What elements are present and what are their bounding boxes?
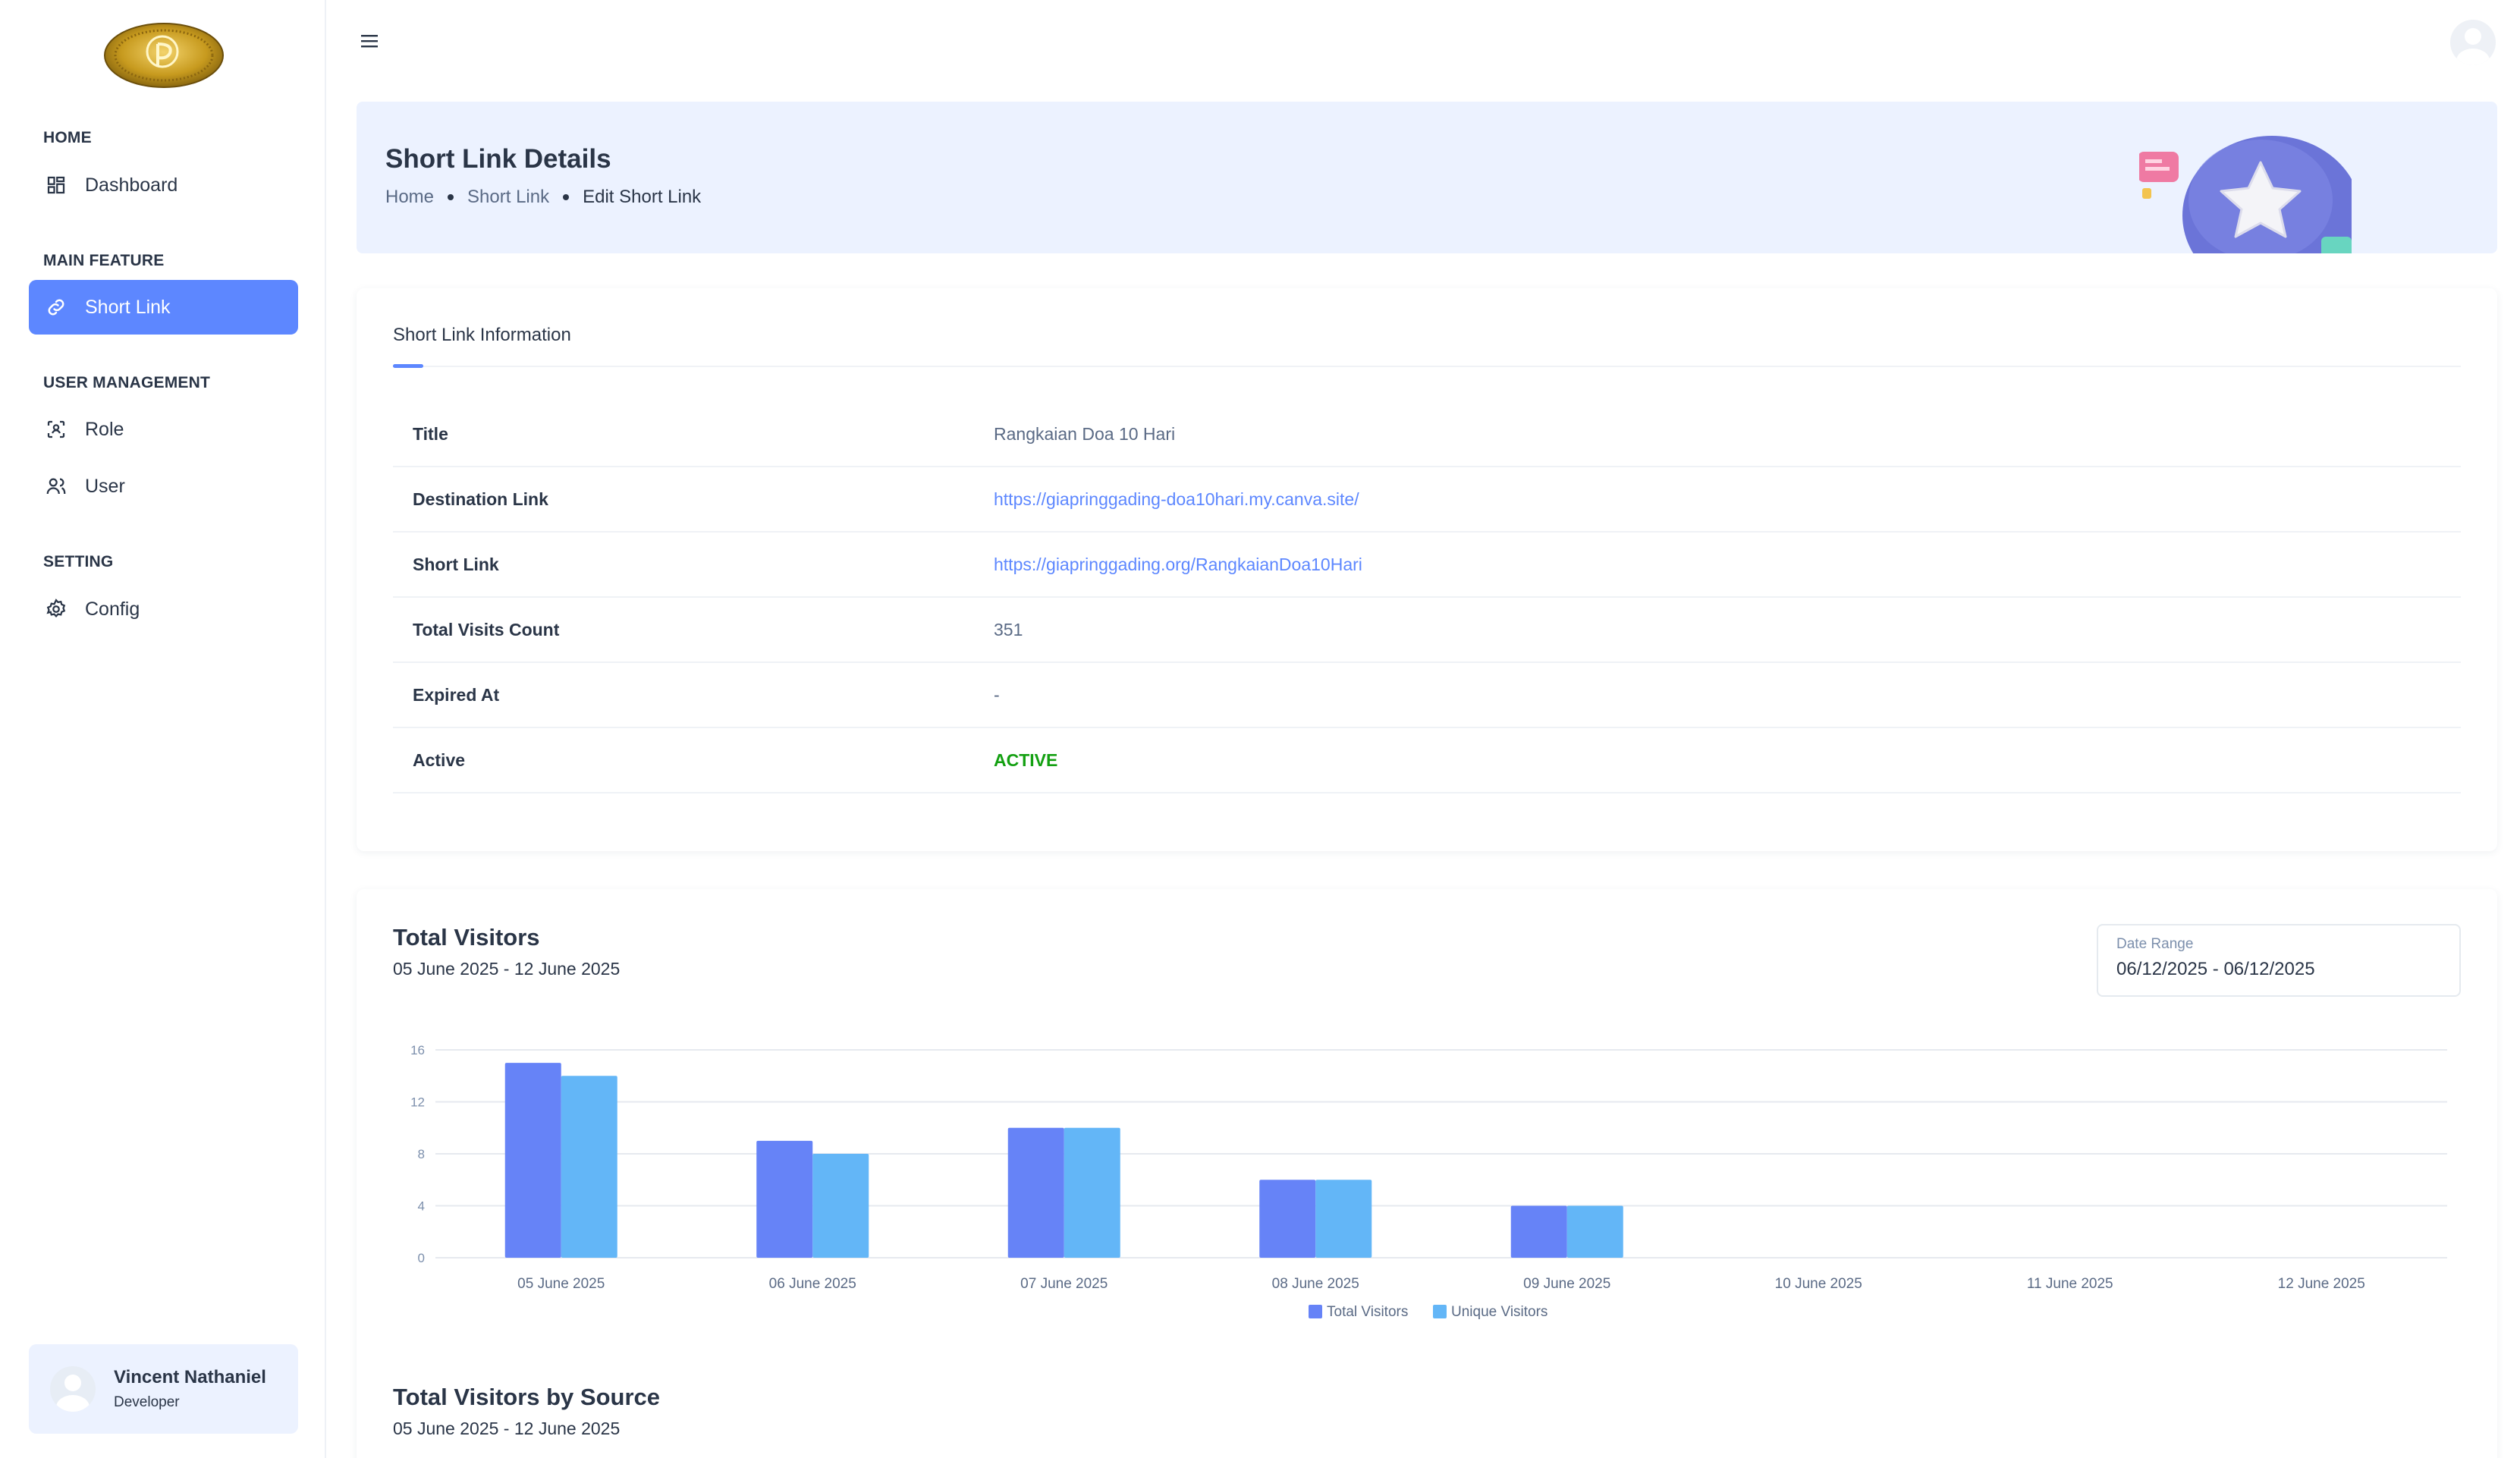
x-tick-label: 05 June 2025 — [517, 1276, 605, 1292]
y-tick-label: 16 — [410, 1043, 425, 1057]
sidebar-item-label: Config — [85, 598, 140, 620]
short-link-info-card: Short Link Information Title Rangkaian D… — [357, 288, 2497, 851]
x-tick-label: 09 June 2025 — [1523, 1276, 1610, 1292]
sidebar-item-label: Role — [85, 418, 124, 440]
sidebar-item-dashboard[interactable]: Dashboard — [29, 158, 298, 212]
legend-swatch — [1309, 1305, 1322, 1318]
bar-total-visitors — [1259, 1180, 1316, 1258]
bar-unique-visitors — [812, 1154, 869, 1258]
sidebar-item-role[interactable]: Role — [29, 402, 298, 457]
info-value: 351 — [994, 619, 1023, 639]
menu-icon[interactable] — [357, 29, 384, 53]
y-tick-label: 0 — [418, 1251, 425, 1265]
bar-total-visitors — [1007, 1127, 1064, 1258]
sidebar-item-label: Dashboard — [85, 174, 178, 196]
user-avatar[interactable] — [2450, 20, 2496, 65]
legend-label: Unique Visitors — [1451, 1304, 1548, 1320]
nav-section-main-feature: MAIN FEATURE — [43, 252, 165, 269]
brand-logo[interactable] — [103, 21, 225, 90]
info-row-total-visits: Total Visits Count 351 — [393, 598, 2461, 663]
legend-label: Total Visitors — [1327, 1304, 1408, 1320]
sidebar-item-label: Short Link — [85, 296, 171, 318]
tab-divider — [393, 366, 2461, 367]
info-key: Expired At — [413, 684, 500, 705]
info-value: Rangkaian Doa 10 Hari — [994, 423, 1176, 444]
sidebar: HOME Dashboard MAIN FEATURE Short Link U… — [0, 0, 326, 1458]
breadcrumb-home[interactable]: Home — [385, 187, 435, 207]
info-row-destination-link: Destination Link https://giapringgading-… — [393, 467, 2461, 533]
profile-name: Vincent Nathaniel — [114, 1367, 266, 1387]
by-source-title: Total Visitors by Source — [393, 1384, 661, 1410]
nav-section-user-management: USER MANAGEMENT — [43, 374, 211, 391]
info-value: - — [994, 684, 1000, 705]
dashboard-icon — [42, 171, 70, 199]
x-tick-label: 10 June 2025 — [1775, 1276, 1862, 1292]
visitors-card: Total Visitors 05 June 2025 - 12 June 20… — [357, 889, 2497, 1458]
breadcrumb-separator — [563, 194, 570, 200]
nav-section-setting: SETTING — [43, 553, 114, 570]
bar-unique-visitors — [561, 1076, 617, 1258]
info-key: Destination Link — [413, 489, 548, 509]
info-table: Title Rangkaian Doa 10 Hari Destination … — [393, 402, 2461, 793]
tab-short-link-information[interactable]: Short Link Information — [393, 325, 571, 345]
sidebar-item-label: User — [85, 475, 125, 497]
info-key: Total Visits Count — [413, 619, 560, 639]
legend-swatch — [1433, 1305, 1447, 1318]
visitors-subtitle: 05 June 2025 - 12 June 2025 — [393, 959, 621, 979]
page-title: Short Link Details — [385, 144, 611, 174]
date-range-value: 06/12/2025 - 06/12/2025 — [2116, 959, 2315, 979]
bar-total-visitors — [504, 1063, 561, 1258]
breadcrumb-separator — [448, 194, 454, 200]
date-range-picker[interactable]: Date Range 06/12/2025 - 06/12/2025 — [2097, 924, 2461, 997]
date-range-label: Date Range — [2116, 936, 2194, 952]
avatar — [50, 1366, 96, 1412]
y-tick-label: 4 — [418, 1199, 425, 1214]
bar-total-visitors — [1510, 1205, 1567, 1258]
sidebar-item-config[interactable]: Config — [29, 582, 298, 636]
visitors-bar-chart: 0 4 8 12 16 05 June 2025 06 June 2025 07 June 2… — [410, 1043, 2447, 1320]
x-tick-label: 07 June 2025 — [1020, 1276, 1108, 1292]
breadcrumb: Home Short Link Edit Short Link — [385, 187, 701, 208]
short-link[interactable]: https://giapringgading.org/RangkaianDoa1… — [994, 554, 1362, 574]
profile-card[interactable]: Vincent Nathaniel Developer — [29, 1344, 298, 1434]
x-tick-label: 12 June 2025 — [2278, 1276, 2365, 1292]
nav-section-home: HOME — [43, 129, 92, 146]
y-tick-label: 8 — [418, 1147, 425, 1161]
info-key: Active — [413, 749, 466, 770]
sidebar-item-user[interactable]: User — [29, 459, 298, 514]
profile-role: Developer — [114, 1394, 180, 1410]
breadcrumb-current: Edit Short Link — [583, 187, 702, 207]
users-icon — [42, 473, 70, 500]
info-row-short-link: Short Link https://giapringgading.org/Ra… — [393, 533, 2461, 598]
info-row-active: Active ACTIVE — [393, 728, 2461, 793]
visitors-title: Total Visitors — [393, 924, 540, 951]
status-badge: ACTIVE — [994, 749, 1058, 770]
star-illustration — [2139, 136, 2352, 253]
info-key: Short Link — [413, 554, 499, 574]
tab-active-indicator — [393, 364, 423, 368]
by-source-subtitle: 05 June 2025 - 12 June 2025 — [393, 1419, 621, 1438]
bar-unique-visitors — [1566, 1205, 1623, 1258]
x-tick-label: 06 June 2025 — [769, 1276, 856, 1292]
breadcrumb-short-link[interactable]: Short Link — [467, 187, 550, 207]
x-tick-label: 08 June 2025 — [1272, 1276, 1359, 1292]
bar-unique-visitors — [1315, 1180, 1372, 1258]
x-tick-label: 11 June 2025 — [2027, 1276, 2113, 1292]
link-icon — [42, 294, 70, 321]
page-header: Short Link Details Home Short Link Edit … — [357, 102, 2497, 253]
info-key: Title — [413, 423, 448, 444]
gear-icon — [42, 595, 70, 623]
info-row-expired-at: Expired At - — [393, 663, 2461, 728]
destination-link[interactable]: https://giapringgading-doa10hari.my.canv… — [994, 489, 1359, 509]
y-tick-label: 12 — [410, 1095, 425, 1110]
role-icon — [42, 416, 70, 443]
bar-unique-visitors — [1064, 1127, 1120, 1258]
info-row-title: Title Rangkaian Doa 10 Hari — [393, 402, 2461, 467]
sidebar-item-short-link[interactable]: Short Link — [29, 280, 298, 335]
bar-total-visitors — [756, 1140, 813, 1258]
